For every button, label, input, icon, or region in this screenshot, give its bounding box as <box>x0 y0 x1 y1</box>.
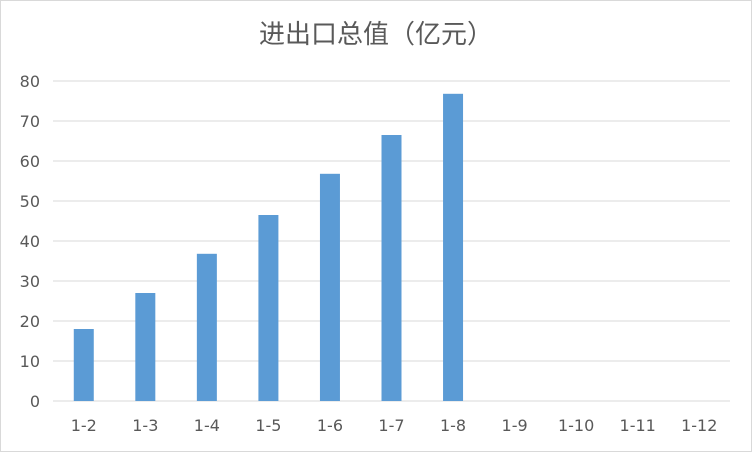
y-tick-label: 60 <box>20 152 40 171</box>
x-tick-label: 1-3 <box>132 416 158 435</box>
bar-1-5 <box>258 215 279 401</box>
bar-1-3 <box>135 293 156 401</box>
bar-1-8 <box>443 93 464 402</box>
x-tick-label: 1-5 <box>255 416 281 435</box>
x-tick-label: 1-11 <box>620 416 656 435</box>
y-tick-label: 80 <box>20 72 40 91</box>
y-tick-label: 50 <box>20 192 40 211</box>
chart-title: 进出口总值（亿元） <box>258 20 493 50</box>
x-axis-tick-labels: 1-2 1-3 1-4 1-5 1-6 1-7 1-8 1-9 1-10 1-11 1-12 <box>71 416 718 435</box>
y-tick-label: 70 <box>20 112 40 131</box>
y-tick-label: 40 <box>20 232 40 251</box>
bar-1-6 <box>319 173 340 401</box>
x-tick-label: 1-8 <box>440 416 466 435</box>
bar-1-2 <box>73 329 94 401</box>
bar-1-4 <box>196 253 217 401</box>
x-tick-label: 1-6 <box>317 416 343 435</box>
x-tick-label: 1-2 <box>71 416 97 435</box>
x-tick-label: 1-7 <box>378 416 404 435</box>
y-tick-label: 20 <box>20 312 40 331</box>
x-tick-label: 1-9 <box>502 416 528 435</box>
y-tick-label: 30 <box>20 272 40 291</box>
y-tick-label: 10 <box>20 352 40 371</box>
y-tick-label: 0 <box>30 392 40 411</box>
y-axis-tick-labels: 0 10 20 30 40 50 60 70 80 <box>20 72 40 411</box>
x-tick-label: 1-10 <box>558 416 594 435</box>
x-tick-label: 1-4 <box>194 416 220 435</box>
bars <box>73 93 464 402</box>
x-tick-label: 1-12 <box>681 416 717 435</box>
bar-1-7 <box>381 135 402 401</box>
